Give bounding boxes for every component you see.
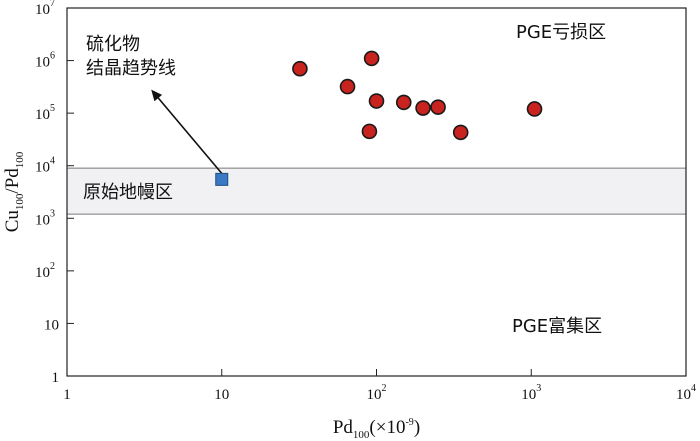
y-tick-label: 106: [35, 51, 55, 71]
x-tick-label: 102: [367, 383, 387, 403]
trend-label-line2: 结晶趋势线: [86, 58, 176, 79]
data-point: [395, 94, 412, 111]
y-axis-ticks: 1 10 102 103 104 105 106 107: [35, 0, 74, 386]
data-point: [363, 50, 380, 67]
data-point: [292, 60, 308, 77]
y-tick-label: 103: [35, 208, 55, 228]
enriched-zone-label: PGE富集区: [512, 316, 602, 337]
x-tick-label: 1: [63, 387, 71, 403]
data-points: [215, 50, 543, 186]
y-tick-label: 104: [35, 156, 55, 176]
data-point: [526, 101, 543, 117]
y-axis-title: Cu100/Pd100: [2, 151, 26, 232]
x-axis-title: Pd100(×10-9): [333, 417, 420, 441]
trend-arrow-shaft: [157, 97, 223, 174]
x-axis-ticks: 1 10 102 103 104: [63, 369, 696, 403]
data-point: [361, 123, 378, 140]
data-point: [430, 99, 446, 115]
data-point: [452, 124, 469, 141]
trend-arrow-head: [151, 89, 163, 102]
y-tick-label: 10: [44, 317, 59, 333]
data-point: [415, 100, 431, 116]
primitive-mantle-band: [67, 168, 686, 215]
y-tick-label: 1: [52, 370, 60, 386]
trend-label-line1: 硫化物: [86, 34, 140, 55]
trend-arrow: [151, 89, 223, 174]
data-point: [339, 78, 356, 95]
depleted-zone-label: PGE亏损区: [516, 22, 606, 43]
x-tick-label: 104: [676, 383, 696, 403]
band-label: 原始地幔区: [83, 182, 173, 203]
primitive-mantle-point: [215, 172, 229, 186]
y-tick-label: 102: [35, 261, 55, 281]
y-tick-label: 105: [35, 103, 55, 123]
x-tick-label: 103: [521, 383, 541, 403]
y-tick-label: 107: [35, 0, 55, 18]
x-tick-label: 10: [214, 387, 229, 403]
data-point: [368, 93, 385, 109]
